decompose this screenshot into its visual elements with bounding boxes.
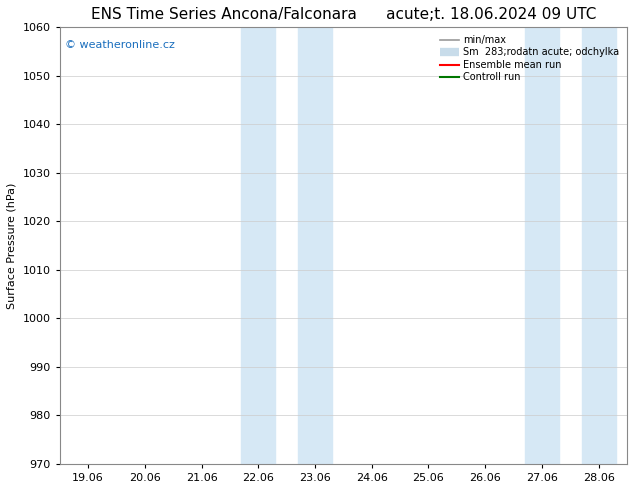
Bar (241, 27, 275, 464)
Bar (581, 27, 616, 464)
Y-axis label: Surface Pressure (hPa): Surface Pressure (hPa) (7, 182, 17, 309)
Bar (298, 27, 332, 464)
Bar (525, 27, 559, 464)
Text: © weatheronline.cz: © weatheronline.cz (65, 40, 175, 50)
Title: ENS Time Series Ancona/Falconara      acute;t. 18.06.2024 09 UTC: ENS Time Series Ancona/Falconara acute;t… (91, 7, 596, 22)
Legend: min/max, Sm  283;rodatn acute; odchylka, Ensemble mean run, Controll run: min/max, Sm 283;rodatn acute; odchylka, … (437, 32, 622, 85)
